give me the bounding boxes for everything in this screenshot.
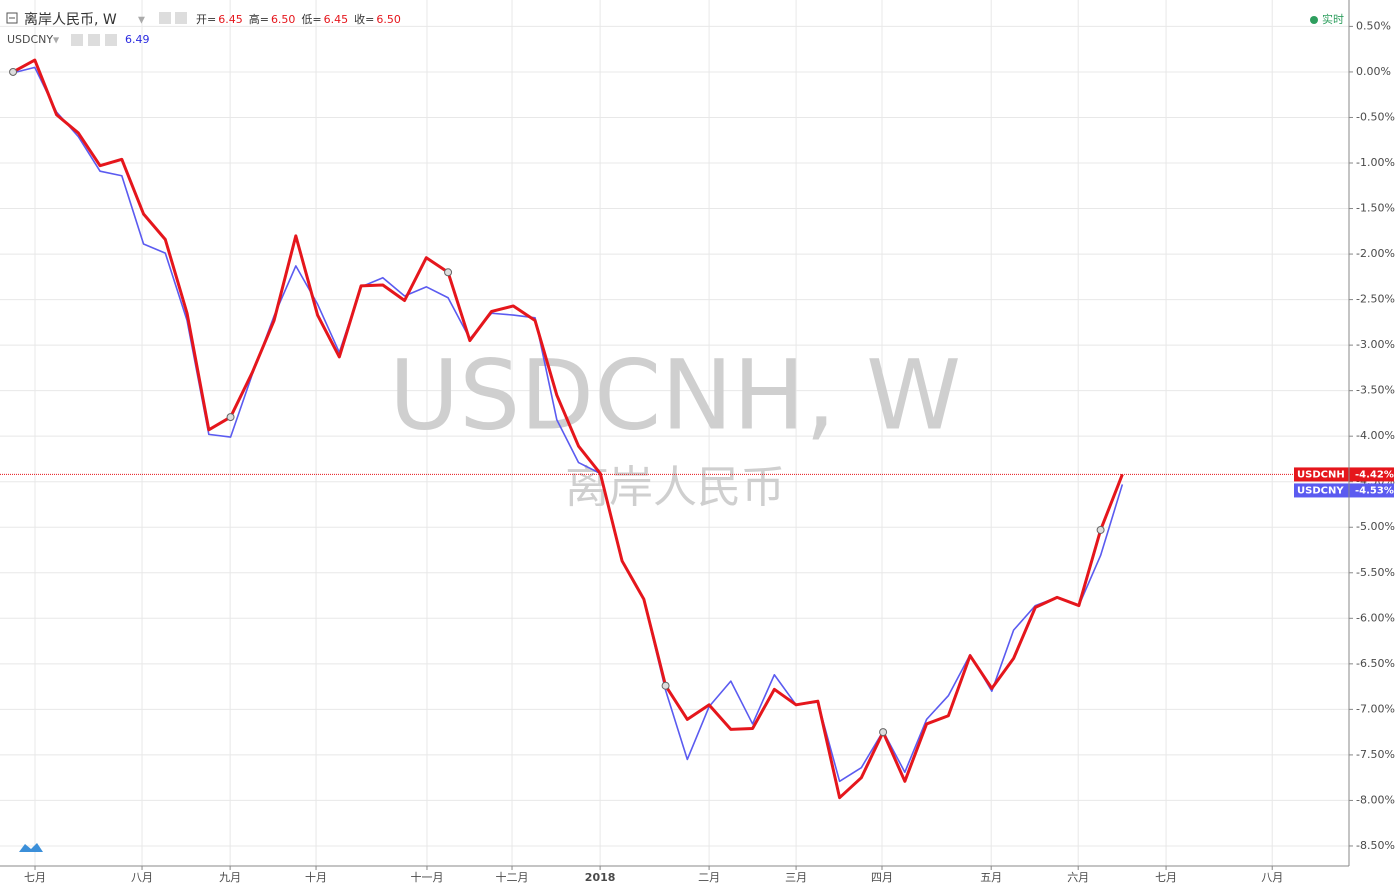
legend-label: USDCNY xyxy=(1297,485,1344,496)
x-tick-label: 三月 xyxy=(785,871,807,884)
x-tick-label: 十二月 xyxy=(496,870,529,884)
y-tick-label: -6.50% xyxy=(1356,657,1395,670)
y-tick-label: 0.50% xyxy=(1356,19,1391,32)
y-tick-label: -7.50% xyxy=(1356,748,1395,761)
watermark-name: 离岸人民币 xyxy=(565,462,785,513)
plot: USDCNY -4.53% USDCNH -4.42% xyxy=(0,58,1394,800)
ohlc-value: 6.45 xyxy=(324,13,349,26)
x-tick-label: 九月 xyxy=(219,871,241,884)
point-marker xyxy=(444,268,453,277)
ohlc-key: 低= xyxy=(301,13,321,26)
x-tick-label: 十月 xyxy=(305,870,327,884)
y-tick-label: -8.00% xyxy=(1356,793,1395,806)
ohlc-key: 开= xyxy=(196,13,216,26)
x-tick-label: 2018 xyxy=(585,871,616,884)
x-tick-label: 四月 xyxy=(871,871,893,884)
x-tick-label: 十一月 xyxy=(410,870,443,884)
y-tick-label: -5.00% xyxy=(1356,520,1395,533)
y-tick-label: -0.50% xyxy=(1356,110,1395,123)
x-tick-label: 六月 xyxy=(1067,871,1089,884)
ohlc-value: 6.50 xyxy=(271,13,296,26)
point-marker xyxy=(226,413,235,422)
y-tick-label: -7.00% xyxy=(1356,702,1395,715)
point-marker xyxy=(661,681,670,690)
y-tick-label: -8.50% xyxy=(1356,839,1395,852)
y-tick-label: -2.50% xyxy=(1356,293,1395,306)
settings-icon[interactable] xyxy=(71,34,83,46)
status: 实时 xyxy=(1322,12,1344,26)
x-tick-label: 二月 xyxy=(698,871,720,884)
settings-icon[interactable] xyxy=(175,12,187,24)
ohlc-value: 6.50 xyxy=(376,13,401,26)
collapse-icon[interactable] xyxy=(6,12,18,24)
ohlc-key: 收= xyxy=(354,12,374,26)
y-tick-label: -5.50% xyxy=(1356,566,1395,579)
price-label-bg xyxy=(1294,467,1394,482)
dropdown-arrow[interactable]: ▼ xyxy=(138,16,145,26)
ohlc: 开= 6.45 高= 6.50 低= 6.45 收= 6.50 xyxy=(196,12,401,26)
x-tick-label: 五月 xyxy=(980,871,1002,884)
x-tick-label: 七月 xyxy=(24,871,46,884)
watermark-symbol: USDCNH, W xyxy=(389,339,961,451)
y-tick-label: -1.00% xyxy=(1356,156,1395,169)
point-marker xyxy=(879,728,888,737)
y-tick-label: -4.00% xyxy=(1356,429,1395,442)
y-tick-label: -2.00% xyxy=(1356,247,1395,260)
last-value-label: -4.53% xyxy=(1355,485,1394,496)
status-dot xyxy=(1310,16,1318,24)
remove-icon[interactable] xyxy=(105,34,117,46)
x-tick-label: 八月 xyxy=(131,871,153,884)
x-tick-label: 七月 xyxy=(1155,871,1177,884)
y-tick-label: -6.00% xyxy=(1356,611,1395,624)
y-tick-label: -1.50% xyxy=(1356,202,1395,215)
settings-icon[interactable] xyxy=(159,12,171,24)
compare-value: 6.49 xyxy=(125,33,150,46)
y-tick-label: 0.00% xyxy=(1356,65,1391,78)
dropdown-arrow[interactable]: ▼ xyxy=(53,36,60,45)
logo[interactable] xyxy=(19,843,43,852)
point-marker xyxy=(1096,525,1105,534)
price-label-bg xyxy=(1294,483,1394,498)
y-tick-label: -3.50% xyxy=(1356,384,1395,397)
y-tick-label: -3.00% xyxy=(1356,338,1395,351)
settings-icon[interactable] xyxy=(88,34,100,46)
compare-symbol[interactable]: USDCNY xyxy=(7,33,53,46)
series-line xyxy=(12,58,1124,800)
symbol-title[interactable]: 离岸人民币, W xyxy=(24,11,117,28)
ohlc-key: 高= xyxy=(249,12,269,26)
x-tick-label: 八月 xyxy=(1261,871,1283,884)
last-value-label: -4.42% xyxy=(1355,469,1394,480)
ohlc-value: 6.45 xyxy=(218,13,243,26)
point-marker xyxy=(9,67,18,76)
legend-label: USDCNH xyxy=(1297,469,1345,480)
